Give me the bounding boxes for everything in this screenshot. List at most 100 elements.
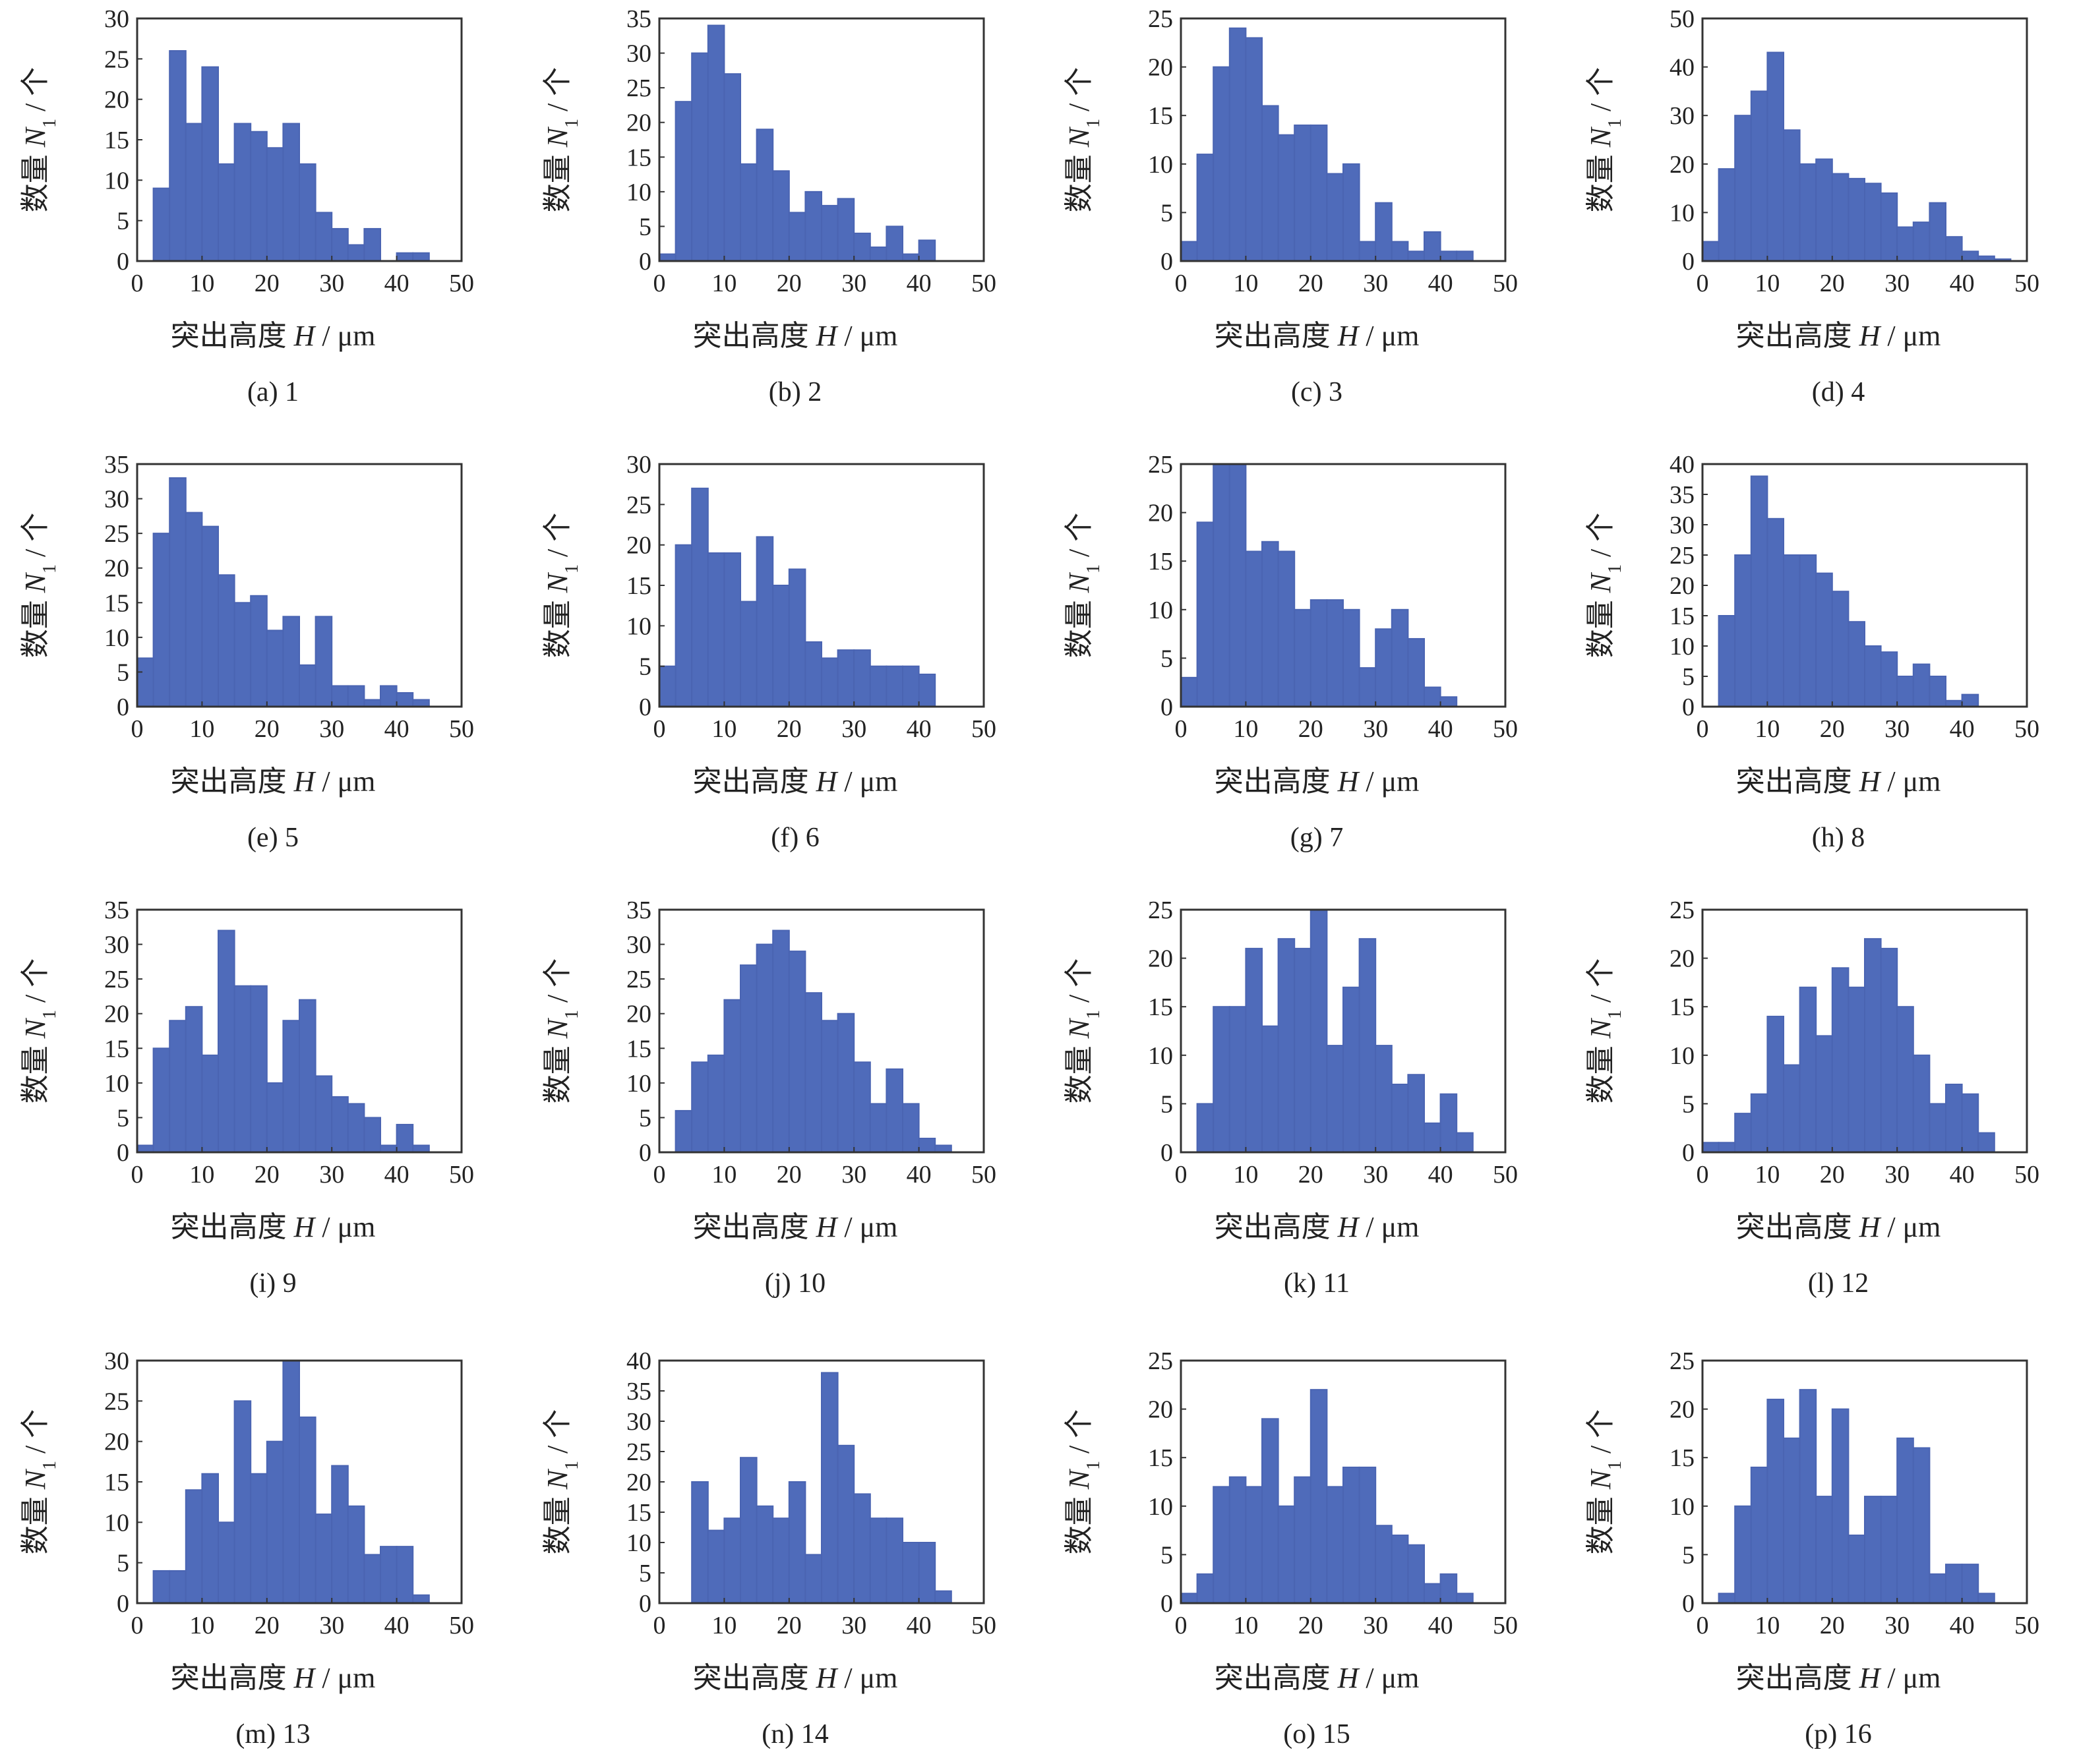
y-tick-label: 25: [1148, 5, 1173, 33]
histogram-bar: [1375, 202, 1393, 262]
x-tick-label: 50: [449, 1161, 474, 1189]
histogram-bar: [691, 1061, 709, 1154]
histogram-bar: [1228, 463, 1247, 707]
y-tick-label: 20: [1148, 1396, 1173, 1424]
y-tick-label: 15: [626, 1499, 651, 1527]
histogram-bar: [675, 101, 693, 262]
histogram-bar: [1424, 1583, 1441, 1604]
y-tick-label: 10: [104, 1509, 129, 1537]
histogram-bar: [1342, 608, 1360, 707]
histogram-bar: [934, 1144, 952, 1154]
histogram-bar: [1864, 1496, 1882, 1604]
histogram-bar: [266, 1082, 284, 1154]
histogram-panel: 0 10 20 30 40 50 0 5 10 15 20 25 30 35 突出高度 H / μm 数量 N…: [541, 897, 996, 1299]
x-tick-label: 30: [841, 1161, 866, 1189]
histogram-bar: [185, 123, 203, 262]
y-tick-label: 30: [104, 931, 129, 959]
histogram-bar: [821, 1372, 839, 1604]
histogram-bar: [1261, 541, 1279, 708]
histogram-panel: 0 10 20 30 40 50 0 10 20 30 40 50 突出高度 H / μm 数量 N1 /…: [1584, 5, 2039, 407]
y-tick-label: 10: [626, 1070, 651, 1098]
y-tick-label: 15: [1148, 102, 1173, 130]
histogram-bar: [1391, 1083, 1409, 1153]
histogram-bar: [1196, 521, 1215, 707]
histogram-bar: [788, 568, 806, 708]
histogram-panel: 0 10 20 30 40 50 0 5 10 15 20 25 30 突出高度 H / μm 数量 N1 …: [19, 1347, 474, 1749]
histogram-bar: [315, 1075, 333, 1154]
x-tick-label: 0: [1697, 1612, 1709, 1639]
histogram-bar: [1702, 241, 1720, 262]
histogram-bar: [837, 1013, 855, 1153]
x-tick-label: 40: [1950, 1161, 1975, 1189]
histogram-bar: [772, 929, 790, 1153]
y-tick-label: 5: [1160, 1090, 1173, 1118]
histogram-bar: [1342, 1466, 1360, 1604]
y-tick-label: 15: [104, 127, 129, 154]
histogram-bar: [363, 699, 382, 708]
y-tick-label: 30: [626, 40, 651, 68]
y-tick-label: 15: [104, 1469, 129, 1496]
histogram-bar: [185, 1489, 203, 1604]
histogram-bar: [853, 1493, 871, 1604]
plot-frame: [658, 17, 985, 262]
y-tick-label: 0: [639, 1139, 651, 1167]
histogram-bar: [152, 1047, 171, 1154]
histogram-bar: [675, 1109, 693, 1154]
plot-frame: [1180, 463, 1507, 708]
histogram-bar: [1261, 1418, 1279, 1604]
histogram-bar: [869, 246, 888, 262]
y-tick-label: 25: [1148, 1347, 1173, 1375]
histogram-panel: 0 10 20 30 40 50 0 5 10 15 20 25 30 35 突出高度 H / μm 数量 N…: [19, 451, 474, 853]
x-tick-label: 0: [1697, 270, 1709, 297]
histogram-bar: [918, 239, 936, 262]
y-tick-label: 35: [104, 451, 129, 479]
histogram-bar: [1912, 221, 1931, 262]
x-tick-label: 50: [1493, 1161, 1518, 1189]
histogram-bar: [396, 691, 414, 708]
panel-caption: (l) 12: [1808, 1268, 1869, 1299]
histogram-bar: [1439, 1093, 1458, 1154]
x-tick-label: 0: [1175, 715, 1188, 743]
histogram-bar: [1358, 1466, 1377, 1604]
histogram-bar: [347, 244, 365, 262]
y-tick-label: 40: [1670, 451, 1695, 479]
histogram-bar: [331, 1465, 349, 1604]
y-tick-label: 15: [1148, 548, 1173, 575]
histogram-bar: [250, 131, 268, 262]
x-tick-label: 30: [1884, 715, 1910, 743]
histogram-bar: [1456, 1132, 1474, 1154]
y-tick-label: 20: [104, 86, 129, 114]
histogram-bar: [169, 1020, 187, 1153]
x-tick-label: 50: [449, 715, 474, 743]
y-tick-label: 0: [117, 1590, 129, 1618]
histogram-bar: [185, 1006, 203, 1153]
histogram-bar: [1407, 637, 1425, 708]
histogram-bar: [1896, 676, 1914, 707]
x-tick-label: 30: [841, 270, 866, 297]
histogram-bar: [902, 253, 920, 262]
x-tick-label: 30: [319, 1161, 344, 1189]
histogram-bar: [1750, 1093, 1768, 1154]
y-tick-label: 15: [1670, 993, 1695, 1021]
y-tick-label: 25: [626, 966, 651, 993]
histogram-bar: [756, 943, 774, 1153]
histogram-bar: [1945, 1564, 1963, 1604]
histogram-bar: [1180, 1593, 1198, 1604]
y-tick-label: 5: [1682, 1541, 1695, 1569]
y-tick-label: 20: [1670, 572, 1695, 600]
histogram-bar: [347, 685, 365, 708]
y-tick-label: 5: [1682, 663, 1695, 691]
y-tick-label: 10: [626, 1529, 651, 1557]
x-axis-title: 突出高度 H / μm: [1736, 320, 1941, 352]
histogram-bar: [1245, 37, 1263, 262]
histogram-bar: [804, 992, 823, 1153]
histogram-bar: [1326, 599, 1344, 708]
y-tick-label: 5: [117, 659, 129, 686]
y-tick-label: 20: [626, 1469, 651, 1496]
histogram-bar: [723, 73, 742, 262]
histogram-bar: [1848, 177, 1865, 262]
histogram-bar: [1734, 1505, 1752, 1604]
histogram-bar: [169, 477, 187, 707]
histogram-bar: [396, 1123, 414, 1154]
y-tick-label: 25: [1148, 897, 1173, 924]
